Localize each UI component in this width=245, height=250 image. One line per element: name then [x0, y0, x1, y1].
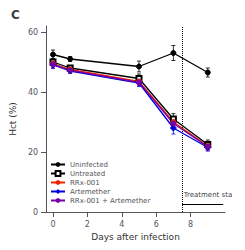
svg-text:60: 60 [28, 28, 38, 37]
svg-text:Hct (%): Hct (%) [8, 102, 18, 136]
svg-text:2: 2 [85, 220, 90, 229]
svg-text:0: 0 [50, 220, 55, 229]
svg-text:Artemether: Artemether [70, 188, 110, 196]
svg-text:40: 40 [28, 88, 38, 97]
svg-text:RRx-001 + Artemether: RRx-001 + Artemether [70, 197, 150, 205]
svg-text:6: 6 [154, 220, 159, 229]
svg-text:20: 20 [28, 148, 38, 157]
svg-text:C: C [11, 8, 20, 22]
svg-text:Days after infection: Days after infection [91, 232, 180, 242]
svg-text:Untreated: Untreated [70, 170, 105, 178]
svg-text:0: 0 [33, 208, 38, 217]
svg-text:8: 8 [188, 220, 193, 229]
svg-text:RRx-001: RRx-001 [70, 179, 100, 187]
svg-text:Uninfected: Uninfected [70, 161, 108, 169]
svg-text:Treatment sta: Treatment sta [183, 191, 233, 199]
svg-text:4: 4 [119, 220, 124, 229]
